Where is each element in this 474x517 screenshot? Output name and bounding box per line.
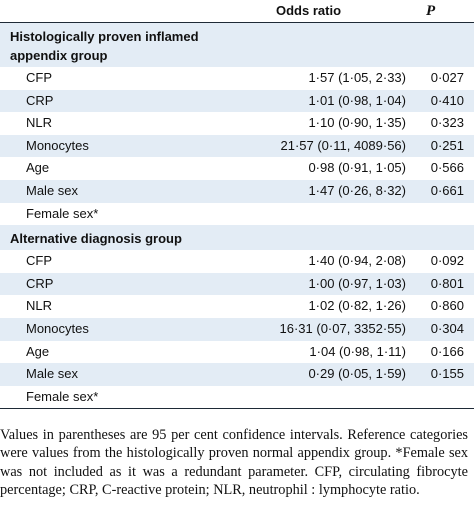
table-row: CFP 1·40 (0·94, 2·08) 0·092 bbox=[26, 253, 464, 269]
table-row: CRP 1·01 (0·98, 1·04) 0·410 bbox=[0, 89, 474, 113]
header-odds-ratio: Odds ratio bbox=[276, 3, 342, 18]
group-title: Histologically proven inflamed appendix … bbox=[0, 23, 474, 67]
table-row: Monocytes 21·57 (0·11, 4089·56) 0·251 bbox=[0, 134, 474, 158]
table-footnote: Values in parentheses are 95 per cent co… bbox=[0, 427, 468, 499]
table-bottom-rule bbox=[0, 408, 474, 410]
table-row: CFP 1·57 (1·05, 2·33) 0·027 bbox=[26, 70, 464, 85]
table-header: Odds ratio P bbox=[0, 0, 474, 23]
table-row: Male sex 1·47 (0·26, 8·32) 0·661 bbox=[0, 179, 474, 203]
table-row: CRP 1·00 (0·97, 1·03) 0·801 bbox=[0, 272, 474, 296]
table-row: Monocytes 16·31 (0·07, 3352·55) 0·304 bbox=[0, 317, 474, 341]
table-row: NLR 1·10 (0·90, 1·35) 0·323 bbox=[26, 115, 464, 131]
table-row: Male sex 0·29 (0·05, 1·59) 0·155 bbox=[0, 363, 474, 386]
table-row: Age 0·98 (0·91, 1·05) 0·566 bbox=[26, 160, 464, 176]
table-row: NLR 1·02 (0·82, 1·26) 0·860 bbox=[26, 298, 464, 314]
header-p-value: P bbox=[426, 3, 436, 19]
table-row: Age 1·04 (0·98, 1·11) 0·166 bbox=[26, 343, 464, 359]
group-title: Alternative diagnosis group bbox=[0, 225, 474, 251]
table-row: Female sex* bbox=[26, 388, 99, 404]
odds-ratio-table: Odds ratio P Histologically proven infla… bbox=[0, 0, 474, 410]
table-row: Female sex* bbox=[26, 205, 99, 221]
